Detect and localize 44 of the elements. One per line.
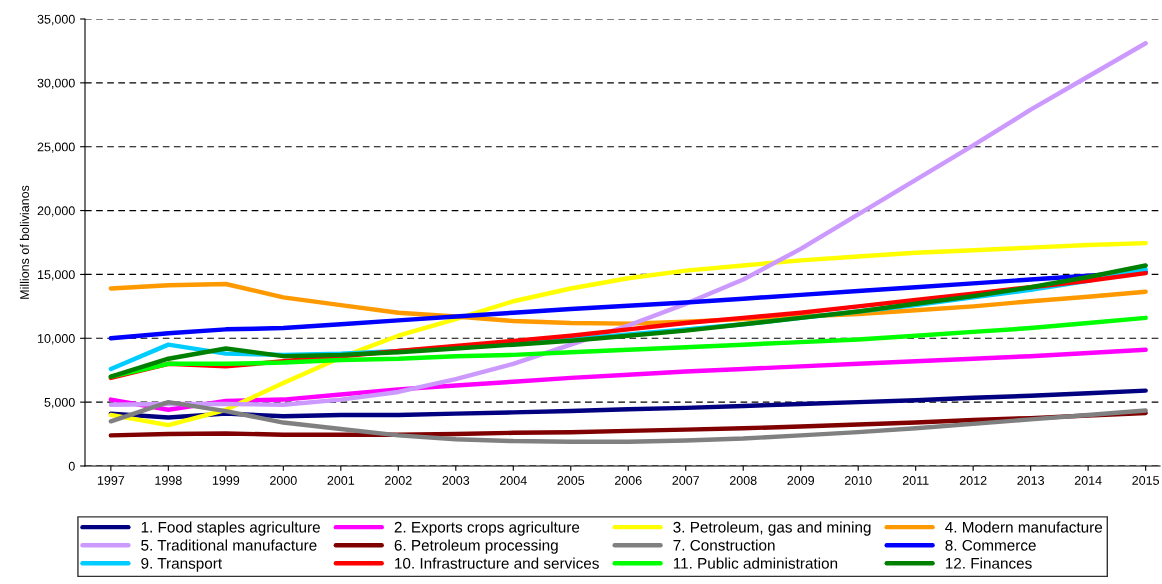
y-tick-label: 35,000 (37, 14, 75, 26)
legend-label: 10. Infrastructure and services (395, 557, 599, 569)
x-tick-label: 2015 (1132, 476, 1160, 485)
line-series (108, 269, 1148, 341)
x-tick-label: 2004 (500, 476, 527, 485)
x-tick-label: 2009 (787, 476, 815, 485)
x-tick-label: 2001 (327, 476, 355, 485)
legend-label: 5. Traditional manufacture (141, 539, 317, 551)
x-tick-label: 2011 (902, 476, 929, 485)
legend-label: 1. Food staples agriculture (141, 521, 320, 536)
line-series (108, 388, 1148, 420)
legend-label: 7. Construction (673, 539, 775, 551)
legend-label: 11. Public administration (673, 557, 838, 569)
legend-label: 9. Transport (141, 557, 222, 572)
legend-label: 12. Finances (945, 557, 1032, 569)
line-series (108, 240, 1148, 428)
y-tick-label: 10,000 (38, 334, 75, 345)
line-series (108, 399, 1148, 444)
x-tick-label: 1999 (212, 476, 240, 485)
y-tick-label: 5,000 (44, 397, 75, 409)
x-tick-label: 2005 (557, 476, 585, 485)
x-tick-label: 1998 (155, 476, 182, 485)
x-tick-label: 2003 (442, 476, 470, 485)
x-tick-label: 2012 (959, 476, 987, 485)
y-axis-title: Millions of bolivianos (19, 185, 30, 299)
legend-label: 4. Modern manufacture (945, 521, 1103, 533)
x-tick-label: 2007 (672, 476, 700, 485)
y-tick-label: 15,000 (38, 270, 75, 281)
y-tick-label: 30,000 (37, 78, 75, 89)
x-tick-label: 2014 (1074, 476, 1102, 485)
legend-label: 3. Petroleum, gas and mining (673, 521, 871, 536)
x-tick-label: 2008 (729, 476, 757, 485)
y-tick-label: 0 (68, 461, 75, 471)
y-tick-label: 20,000 (37, 206, 75, 217)
x-tick-label: 2013 (1017, 476, 1045, 485)
legend-label: 2. Exports crops agriculture (394, 521, 580, 536)
x-tick-label: 2010 (844, 476, 872, 485)
legend-label: 8. Commerce (945, 539, 1036, 551)
y-tick-label: 25,000 (37, 142, 75, 153)
x-tick-label: 2006 (614, 476, 642, 485)
x-tick-label: 1997 (97, 476, 125, 485)
x-tick-label: 2002 (385, 476, 412, 485)
x-tick-label: 2000 (270, 476, 297, 485)
legend-label: 6. Petroleum processing (394, 539, 558, 554)
